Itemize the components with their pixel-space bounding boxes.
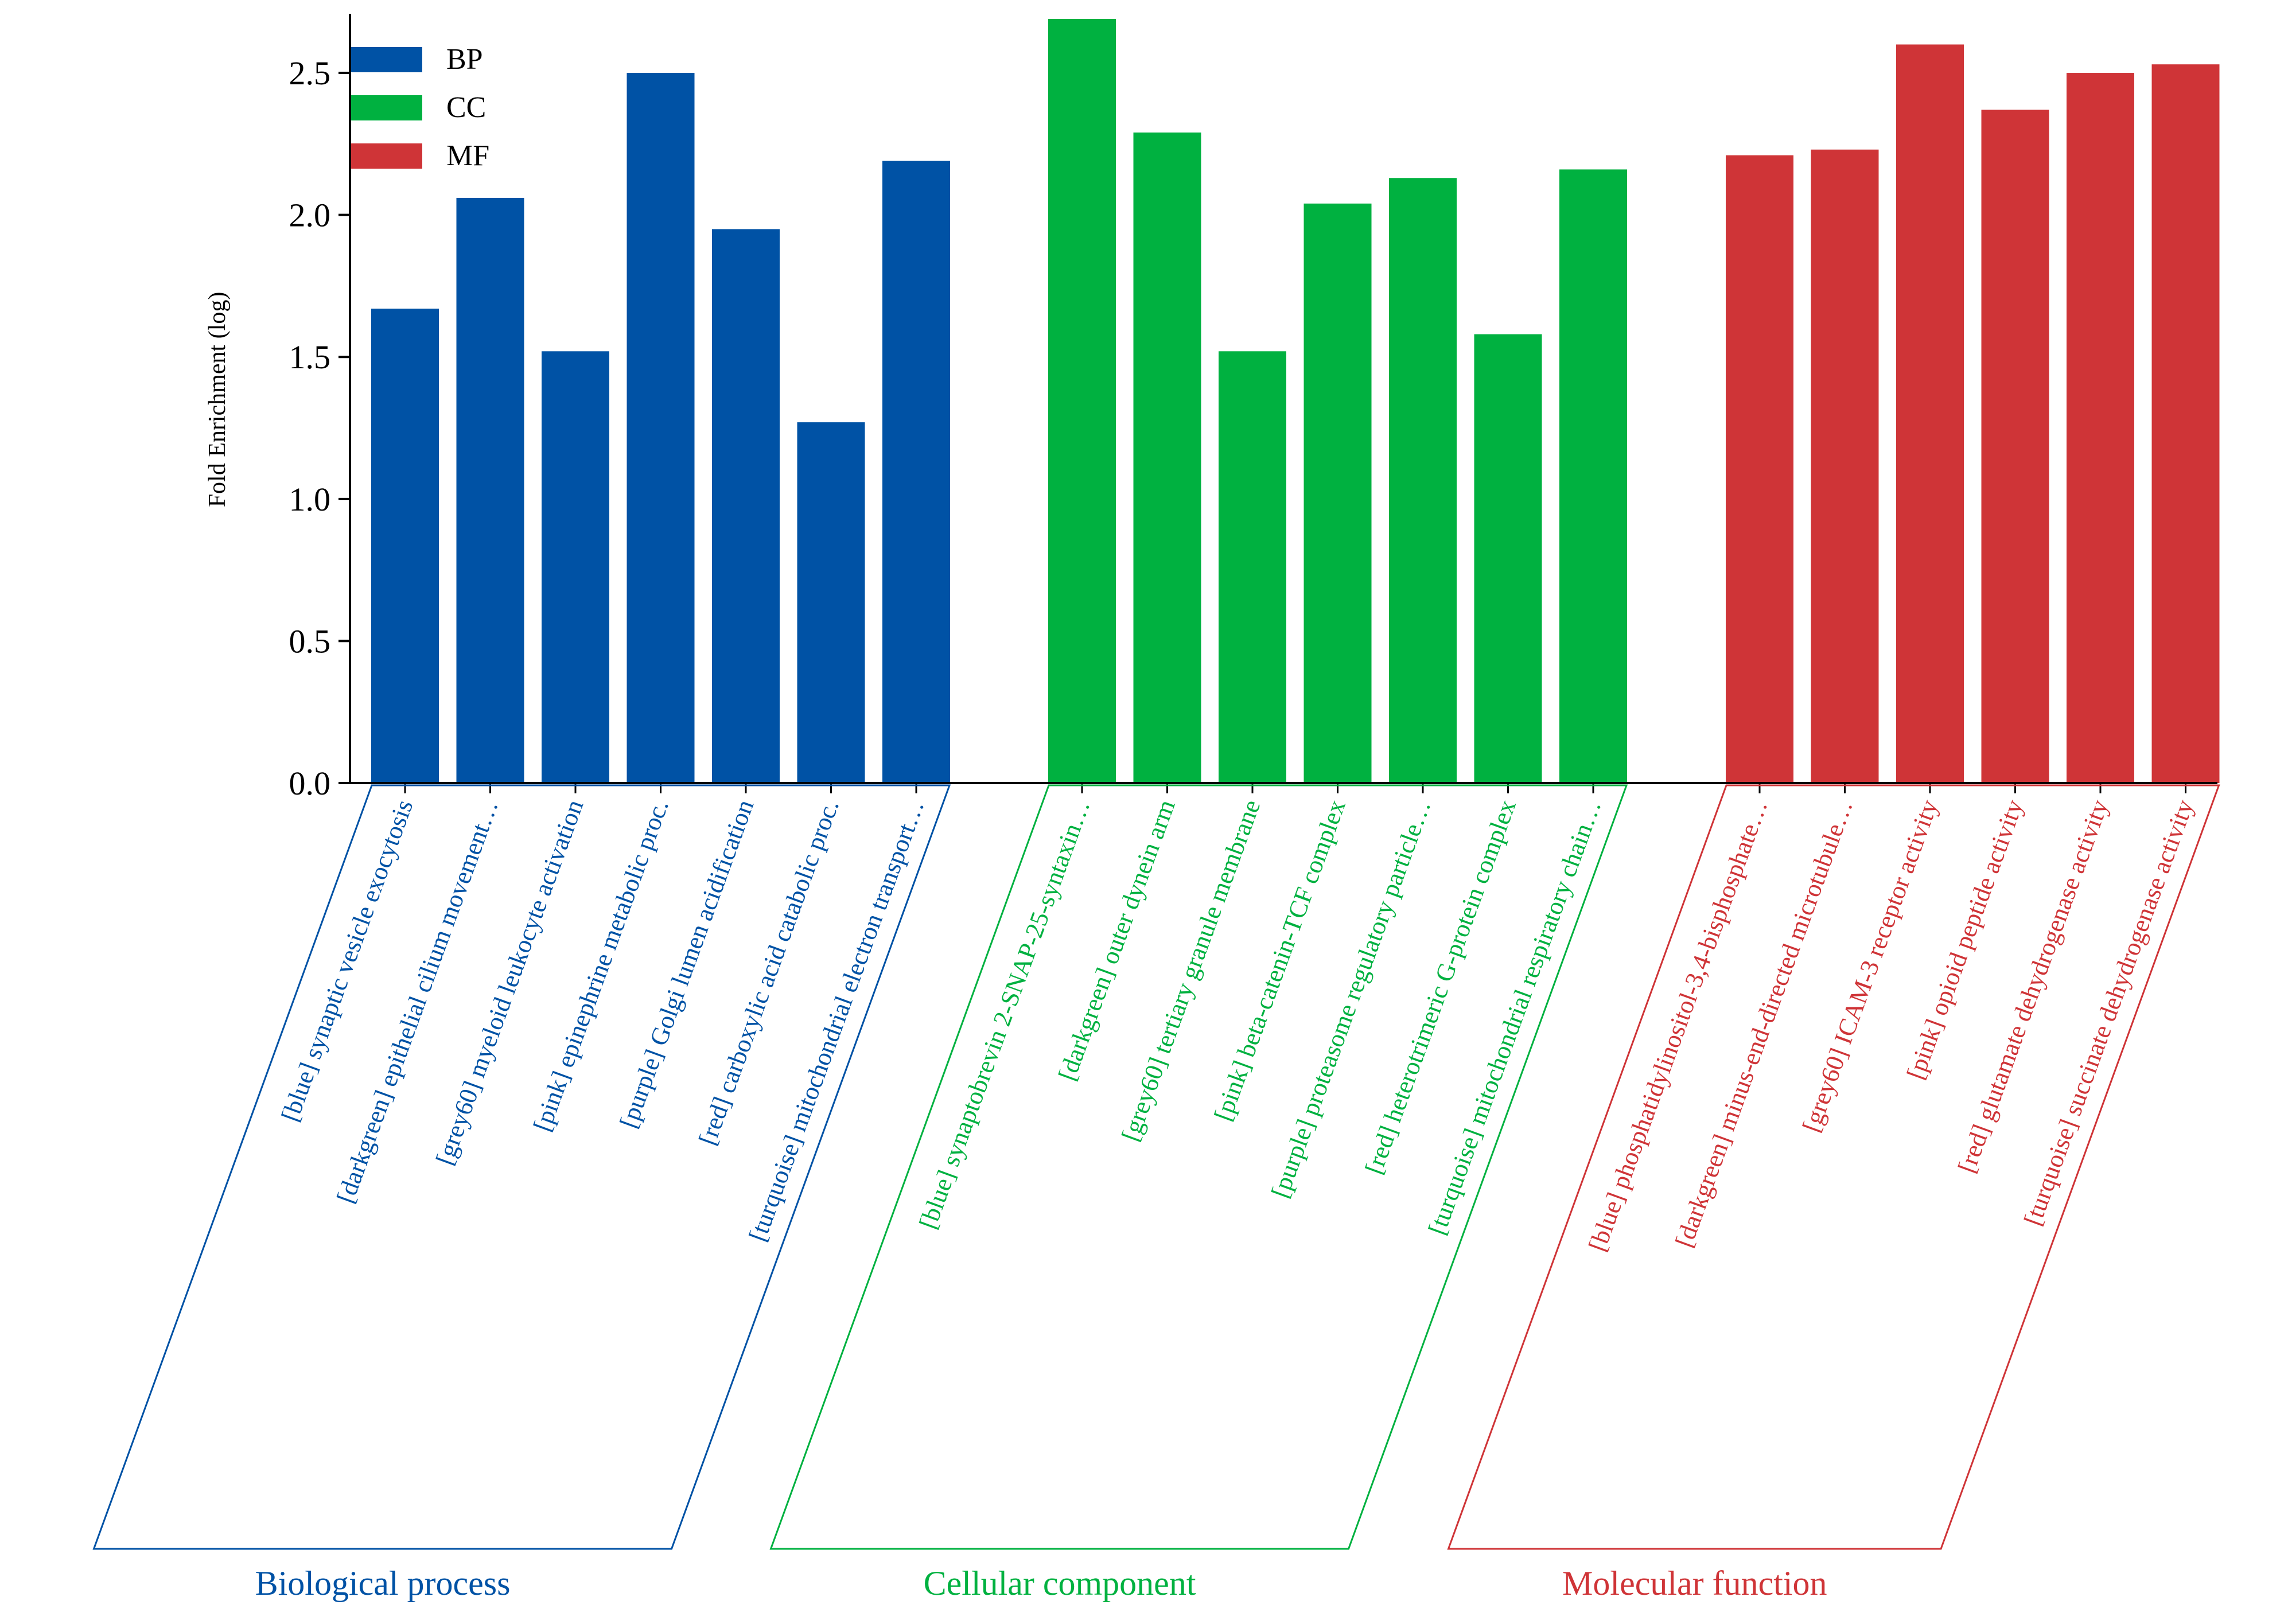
legend-label-mf: MF bbox=[446, 139, 489, 172]
y-tick-label-2: 1.0 bbox=[289, 481, 331, 518]
bar-bp-1 bbox=[371, 309, 439, 783]
group-box-bp bbox=[92, 784, 951, 1550]
category-label-cc-7: [turquoise] mitochondrial respiratory ch… bbox=[1423, 796, 1607, 1239]
category-label-cc-5: [purple] proteasome regulatory particle… bbox=[1266, 796, 1436, 1202]
group-title-cc: Cellular component bbox=[924, 1564, 1196, 1602]
category-label-bp-2: [darkgreen] epithelial cilium movement… bbox=[331, 796, 504, 1207]
category-label-mf-6: [turquoise] succinate dehydrogenase acti… bbox=[2018, 796, 2199, 1229]
category-labels-layer: [blue] synaptic vesicle exocytosis[darkg… bbox=[92, 784, 2220, 1602]
bar-cc-6 bbox=[1474, 334, 1542, 783]
legend-swatch-bp bbox=[351, 47, 422, 72]
bar-mf-1 bbox=[1726, 155, 1793, 783]
group-box-mf bbox=[1447, 784, 2220, 1550]
category-label-cc-6: [red] heterotrimeric G-protein complex bbox=[1360, 796, 1522, 1178]
bar-cc-7 bbox=[1559, 169, 1627, 783]
y-tick-label-3: 1.5 bbox=[289, 338, 331, 376]
legend-swatch-mf bbox=[351, 143, 422, 169]
bar-cc-1 bbox=[1048, 18, 1116, 783]
legend-label-bp: BP bbox=[446, 43, 483, 76]
category-label-bp-7: [turquoise] mitochondrial electron trans… bbox=[744, 796, 930, 1245]
bar-mf-3 bbox=[1896, 44, 1964, 783]
y-axis-label: Fold Enrichment (log) bbox=[204, 292, 231, 508]
y-tick-label-0: 0.0 bbox=[289, 765, 331, 802]
group-title-mf: Molecular function bbox=[1562, 1564, 1827, 1602]
bar-bp-6 bbox=[797, 422, 865, 783]
bars-layer bbox=[371, 18, 2220, 784]
legend: BP CC MF bbox=[351, 43, 489, 172]
legend-label-cc: CC bbox=[446, 91, 486, 124]
y-tick-label-4: 2.0 bbox=[289, 197, 331, 234]
y-tick-label-5: 2.5 bbox=[289, 54, 331, 92]
bar-bp-2 bbox=[456, 197, 524, 783]
category-label-mf-1: [blue] phosphatidylinositol-3,4-bisphosp… bbox=[1583, 796, 1773, 1255]
bar-bp-4 bbox=[627, 73, 695, 784]
category-label-bp-3: [grey60] myeloid leukocyte activation bbox=[430, 796, 589, 1169]
group-title-bp: Biological process bbox=[255, 1564, 511, 1602]
bar-mf-6 bbox=[2151, 64, 2220, 783]
bar-cc-2 bbox=[1133, 133, 1201, 784]
bar-cc-4 bbox=[1303, 203, 1372, 783]
bar-cc-3 bbox=[1219, 351, 1286, 783]
axes-layer: 0.0 0.5 1.0 1.5 2.0 2.5 Fold Enrichment (log) bbox=[204, 14, 2217, 802]
group-box-cc bbox=[769, 784, 1628, 1550]
category-label-cc-1: [blue] synaptobrevin 2-SNAP-25-syntaxin… bbox=[914, 796, 1096, 1233]
category-label-mf-5: [red] glutamate dehydrogenase activity bbox=[1952, 796, 2114, 1177]
bar-mf-4 bbox=[1981, 110, 2049, 783]
bar-cc-5 bbox=[1389, 178, 1457, 783]
bar-mf-2 bbox=[1811, 149, 1879, 783]
legend-swatch-cc bbox=[351, 95, 422, 120]
bar-bp-3 bbox=[542, 351, 609, 783]
y-tick-label-1: 0.5 bbox=[289, 622, 331, 660]
bar-bp-5 bbox=[712, 229, 780, 783]
bar-mf-5 bbox=[2067, 73, 2134, 784]
bar-bp-7 bbox=[882, 161, 950, 783]
